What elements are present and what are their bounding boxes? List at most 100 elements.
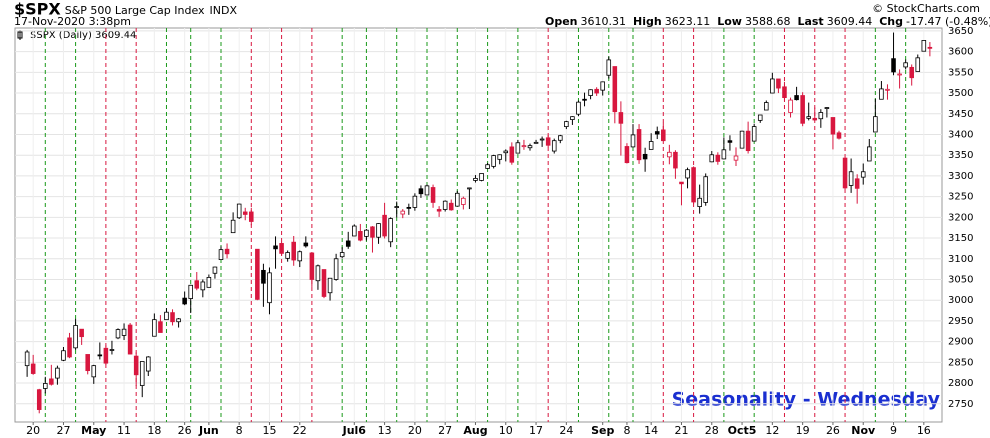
- candle-body: [576, 101, 581, 115]
- candle-body: [503, 150, 509, 154]
- candle-body: [860, 171, 866, 178]
- x-tick-label: 15: [262, 424, 276, 437]
- candle-body: [297, 251, 303, 262]
- y-tick-label: 3050: [948, 274, 973, 285]
- candle-body: [794, 95, 799, 101]
- candle-body: [436, 209, 442, 212]
- candle-body: [97, 354, 103, 357]
- x-tick-label: 26: [826, 424, 840, 437]
- quote-value: 3610.31: [581, 15, 627, 28]
- x-tick-label: Jul6: [342, 424, 367, 437]
- candle-body: [757, 114, 763, 121]
- candle-body: [158, 321, 163, 333]
- candle-body: [285, 252, 290, 259]
- candle-body: [497, 154, 502, 160]
- candle-body: [182, 297, 187, 305]
- candle-body: [691, 167, 696, 203]
- legend-swatch: [17, 30, 23, 40]
- candle-body: [358, 231, 363, 241]
- quote-value: 3623.11: [665, 15, 711, 28]
- candle-body: [630, 134, 636, 148]
- candle-body: [673, 151, 678, 169]
- candle-body: [533, 141, 539, 144]
- candle-body: [236, 203, 242, 219]
- y-tick-label: 2850: [948, 357, 973, 368]
- annotation: Seasonality - Wednesday: [672, 389, 941, 411]
- candle-body: [406, 206, 412, 209]
- quote-label: High: [633, 15, 662, 28]
- candle-body: [703, 176, 708, 203]
- x-tick-label: 13: [378, 424, 392, 437]
- candle-body: [473, 177, 478, 181]
- candle-body: [30, 363, 36, 374]
- y-tick-label: 2900: [948, 337, 973, 348]
- candle-body: [36, 389, 42, 410]
- candle-body: [624, 146, 630, 164]
- candle-body: [91, 365, 97, 378]
- x-tick-label: Nov: [851, 424, 876, 437]
- candle-body: [879, 88, 884, 100]
- y-tick-label: 3600: [948, 47, 973, 58]
- x-tick-label: Oct5: [728, 424, 757, 437]
- candle-body: [461, 197, 466, 205]
- candle-body: [291, 241, 296, 261]
- candle-body: [824, 107, 830, 109]
- candle-body: [321, 269, 327, 297]
- candle-body: [364, 229, 369, 237]
- x-tick-label: 16: [917, 424, 931, 437]
- candle-body: [612, 66, 618, 113]
- candle-body: [685, 169, 690, 179]
- candle-body: [115, 329, 121, 339]
- candle-body: [412, 195, 418, 208]
- candle-body: [667, 151, 672, 158]
- candle-body: [485, 164, 490, 169]
- candle-body: [218, 249, 224, 260]
- plot-frame: [14, 27, 943, 423]
- x-tick-label: Sep: [591, 424, 614, 437]
- candle-body: [903, 62, 908, 68]
- candle-body: [909, 66, 914, 79]
- x-tick-label: 17: [529, 424, 543, 437]
- candle-body: [273, 245, 278, 250]
- candle-body: [43, 383, 48, 389]
- y-tick-label: 3250: [948, 192, 973, 203]
- x-tick-label: May: [81, 424, 106, 437]
- candle-body: [848, 171, 854, 186]
- candle-body: [388, 218, 393, 243]
- y-tick-label: 3650: [948, 26, 973, 37]
- candle-body: [733, 155, 739, 161]
- candle-body: [109, 349, 115, 351]
- candle-body: [551, 140, 557, 152]
- symbol: $SPX: [14, 0, 61, 19]
- candle-body: [873, 116, 878, 133]
- candle-body: [261, 269, 266, 284]
- y-tick-label: 3350: [948, 150, 973, 161]
- candle-body: [170, 312, 175, 323]
- candle-body: [146, 356, 151, 372]
- quote-label: Chg: [879, 15, 903, 28]
- candle-body: [279, 243, 284, 254]
- candle-body: [467, 187, 472, 190]
- candle-body: [139, 361, 145, 386]
- x-tick-label: 28: [705, 424, 719, 437]
- candle-body: [394, 206, 399, 208]
- x-tick-label: Jun: [198, 424, 219, 437]
- candle-body: [55, 367, 60, 379]
- candle-body: [127, 324, 133, 355]
- candle-body: [479, 173, 484, 181]
- candle-body: [255, 248, 260, 300]
- candle-body: [588, 89, 593, 96]
- candle-body: [751, 126, 757, 142]
- candle-body: [455, 192, 460, 207]
- candle-body: [927, 46, 933, 49]
- candle-body: [370, 226, 375, 238]
- y-tick-label: 3550: [948, 67, 973, 78]
- candle-body: [800, 95, 805, 124]
- candle-body: [103, 347, 109, 364]
- candle-body: [776, 78, 781, 89]
- candle-body: [418, 188, 424, 195]
- candle-body: [648, 141, 654, 150]
- candle-body: [352, 225, 357, 237]
- candle-body: [788, 99, 793, 113]
- x-tick-label: 21: [674, 424, 688, 437]
